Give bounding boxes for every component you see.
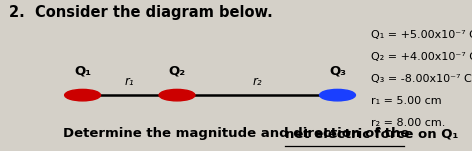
Circle shape	[320, 89, 355, 101]
Text: Determine the magnitude and direction of the: Determine the magnitude and direction of…	[63, 127, 414, 140]
Text: Q₂: Q₂	[169, 64, 185, 77]
Circle shape	[159, 89, 195, 101]
Text: r₁ = 5.00 cm: r₁ = 5.00 cm	[371, 96, 441, 106]
Text: Q₁: Q₁	[74, 64, 91, 77]
Text: Q₃ = -8.00x10⁻⁷ C: Q₃ = -8.00x10⁻⁷ C	[371, 74, 471, 84]
Text: Q₁ = +5.00x10⁻⁷ C: Q₁ = +5.00x10⁻⁷ C	[371, 30, 472, 40]
Circle shape	[65, 89, 101, 101]
Text: Q₃: Q₃	[329, 64, 346, 77]
Text: Q₂ = +4.00x10⁻⁷ C: Q₂ = +4.00x10⁻⁷ C	[371, 52, 472, 62]
Text: net electric force on Q₁: net electric force on Q₁	[286, 127, 459, 140]
Text: r₁: r₁	[125, 75, 135, 88]
Text: .: .	[404, 127, 409, 140]
Text: r₂: r₂	[253, 75, 262, 88]
Text: 2.  Consider the diagram below.: 2. Consider the diagram below.	[9, 5, 273, 19]
Text: r₂ = 8.00 cm.: r₂ = 8.00 cm.	[371, 118, 445, 128]
